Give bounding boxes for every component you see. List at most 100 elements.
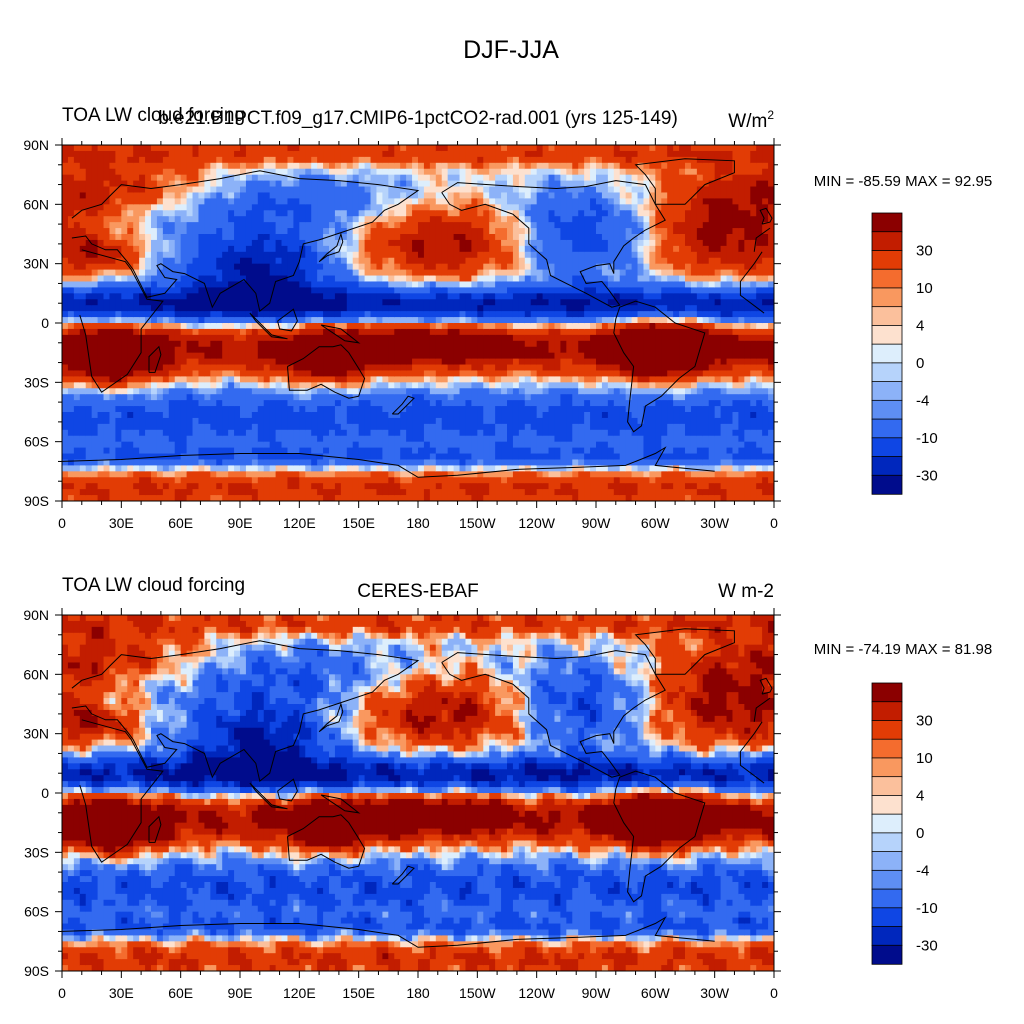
heatmap-cell [240,311,247,318]
heatmap-cell [151,228,158,241]
heatmap-cell [91,680,99,705]
heatmap-cell [340,323,348,330]
heatmap-cell [192,834,200,842]
heatmap-cell [572,423,579,449]
heatmap-cell [406,216,413,235]
heatmap-cell [151,299,158,312]
heatmap-cell [346,168,354,176]
heatmap-cell [340,388,348,395]
heatmap-cell [67,804,75,842]
heatmap-cell [204,929,211,936]
heatmap-cell [524,364,532,372]
heatmap-cell [180,662,188,669]
heatmap-cell [501,311,508,318]
heatmap-cell [287,364,294,372]
heatmap-cell [287,251,294,283]
colorbar-swatch [871,474,903,495]
heatmap-cell [667,388,674,395]
heatmap-cell [412,317,419,324]
heatmap-cell [673,145,680,152]
coastline [441,180,666,308]
heatmap-cell [643,376,650,383]
heatmap-cell [156,775,164,782]
heatmap-cell [625,311,633,318]
heatmap-cell [346,245,354,253]
heatmap-cell [103,447,111,455]
heatmap-cell [103,787,111,794]
heatmap-cell [429,376,437,383]
heatmap-cell [358,394,366,401]
heatmap-cell [151,668,158,675]
heatmap-cell [560,287,567,294]
heatmap-cell [524,471,532,484]
heatmap-cell [174,180,182,188]
heatmap-cell [198,198,205,205]
heatmap-cell [370,334,378,366]
heatmap-cell [115,317,122,324]
heatmap-cell [192,893,200,913]
heatmap-cell [423,459,431,466]
heatmap-cell [471,483,478,501]
heatmap-cell [168,692,176,699]
heatmap-cell [412,180,419,188]
heatmap-cell [133,858,140,865]
heatmap-cell [162,763,170,770]
heatmap-cell [133,787,140,794]
heatmap-cell [625,174,633,188]
heatmap-cell [293,429,300,455]
heatmap-cell [240,852,247,859]
heatmap-cell [560,168,567,176]
heatmap-cell [518,216,526,223]
heatmap-cell [305,204,312,223]
heatmap-cell [186,358,194,377]
heatmap-cell [293,376,300,383]
heatmap-cell [180,763,188,782]
heatmap-cell [465,204,472,223]
heatmap-cell [97,846,105,853]
heatmap-cell [400,459,407,466]
heatmap-cell [512,293,520,312]
heatmap-cell [382,204,389,211]
heatmap-cell [263,400,271,443]
heatmap-cell [453,222,461,235]
heatmap-cell [133,465,140,472]
heatmap-cell [186,793,194,800]
heatmap-cell [536,323,544,330]
heatmap-cell [489,222,496,235]
heatmap-cell [340,162,348,170]
heatmap-cell [234,965,241,971]
heatmap-cell [518,281,526,288]
heatmap-cell [566,477,573,484]
heatmap-cell [210,234,217,277]
heatmap-cell [210,192,217,199]
heatmap-cell [121,870,128,877]
heatmap-cell [139,650,146,669]
heatmap-cell [738,210,745,229]
heatmap-cell [281,204,289,217]
heatmap-cell [109,317,116,324]
heatmap-cell [174,465,182,472]
heatmap-cell [91,876,99,901]
heatmap-cell [133,394,140,407]
heatmap-cell [323,465,330,472]
heatmap-cell [216,941,223,948]
heatmap-cell [738,263,745,277]
heatmap-cell [257,465,265,472]
heatmap-cell [151,465,158,472]
heatmap-cell [198,787,205,794]
heatmap-cell [115,417,122,443]
heatmap-cell [139,305,146,312]
heatmap-cell [548,317,556,324]
heatmap-cell [690,323,698,330]
heatmap-cell [156,394,164,401]
heatmap-cell [109,245,116,265]
heatmap-cell [601,198,609,211]
heatmap-cell [435,204,443,211]
heatmap-cell [103,709,111,729]
heatmap-cell [293,145,300,152]
heatmap-cell [708,287,716,294]
heatmap-cell [566,287,573,294]
heatmap-cell [584,412,591,455]
heatmap-cell [358,334,366,372]
heatmap-cell [578,186,585,194]
